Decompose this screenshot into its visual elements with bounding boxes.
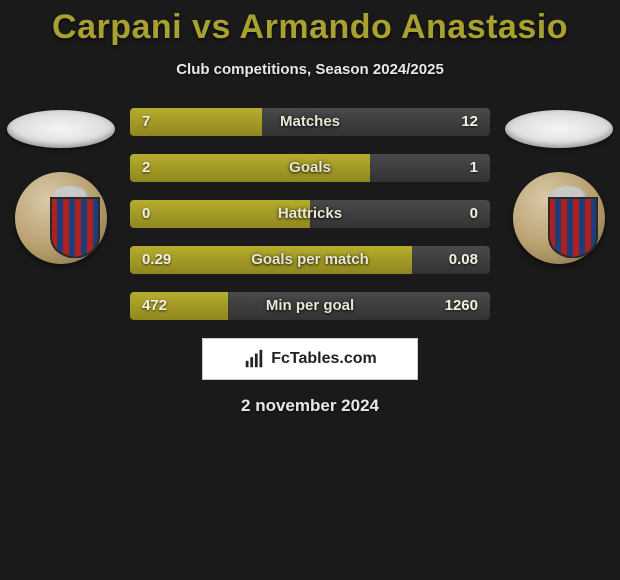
stat-label: Hattricks (130, 200, 490, 228)
shield-icon (49, 196, 101, 258)
stat-value-right: 12 (461, 108, 478, 136)
stat-value-right: 1260 (445, 292, 478, 320)
stat-row: 472 Min per goal 1260 (130, 292, 490, 320)
shield-icon (547, 196, 599, 258)
stat-row: 2 Goals 1 (130, 154, 490, 182)
player-right-avatar-placeholder (505, 110, 613, 148)
comparison-body: 7 Matches 12 2 Goals 1 0 Hattricks 0 (0, 108, 620, 320)
player-left-avatar-placeholder (7, 110, 115, 148)
stat-label: Goals (130, 154, 490, 182)
player-left-column (6, 108, 116, 264)
stat-value-right: 0 (470, 200, 478, 228)
bar-chart-icon (243, 348, 265, 370)
stat-value-right: 1 (470, 154, 478, 182)
stat-label: Goals per match (130, 246, 490, 274)
stat-row: 0 Hattricks 0 (130, 200, 490, 228)
club-logo-right (513, 172, 605, 264)
player-right-column (504, 108, 614, 264)
club-logo-left (15, 172, 107, 264)
page-title: Carpani vs Armando Anastasio (0, 8, 620, 47)
stats-bars: 7 Matches 12 2 Goals 1 0 Hattricks 0 (130, 108, 490, 320)
comparison-widget: Carpani vs Armando Anastasio Club compet… (0, 0, 620, 416)
fctables-link[interactable]: FcTables.com (202, 338, 418, 380)
subtitle: Club competitions, Season 2024/2025 (0, 61, 620, 78)
date-label: 2 november 2024 (0, 396, 620, 416)
stat-row: 7 Matches 12 (130, 108, 490, 136)
watermark-text: FcTables.com (271, 350, 377, 368)
stat-value-right: 0.08 (449, 246, 478, 274)
stat-row: 0.29 Goals per match 0.08 (130, 246, 490, 274)
stat-label: Min per goal (130, 292, 490, 320)
stat-label: Matches (130, 108, 490, 136)
